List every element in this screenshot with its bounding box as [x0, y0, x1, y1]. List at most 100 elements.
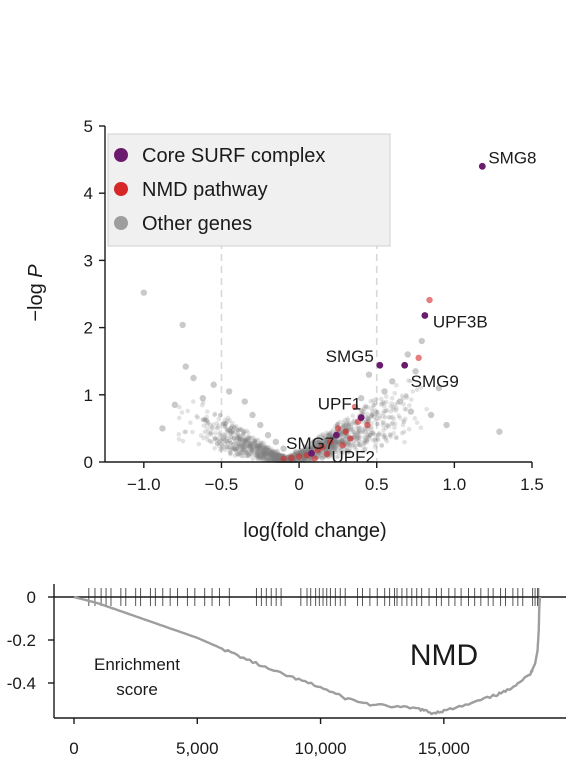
gene-point-background [264, 457, 270, 463]
gene-point-background [381, 414, 386, 419]
gene-point-background [261, 452, 266, 457]
y-axis-label: −log P [25, 264, 47, 322]
nmd-pathway-point [347, 435, 354, 442]
other-gene-point [407, 408, 415, 415]
gene-point-background [202, 417, 208, 422]
gene-point-background [231, 425, 237, 430]
gene-point-background [343, 448, 349, 454]
gene-label-upf2: UPF2 [332, 447, 375, 466]
gene-point-background [233, 425, 239, 431]
gene-point-background [322, 437, 328, 443]
gene-point-background [190, 399, 196, 404]
y-tick-label: 0 [84, 453, 93, 472]
gene-point-background [259, 440, 265, 445]
gene-point-background [248, 447, 254, 452]
gene-point-background [240, 432, 246, 437]
gene-point-background [250, 443, 255, 448]
gene-point-background [384, 422, 390, 428]
gene-point-background [272, 454, 278, 459]
gene-point-background [348, 427, 354, 433]
gene-point-background [360, 427, 366, 433]
gene-point-background [254, 443, 259, 448]
gene-point-background [369, 431, 374, 436]
gene-point-background [392, 390, 398, 396]
gene-point-background [330, 444, 336, 450]
gene-point-background [334, 446, 340, 452]
gene-point-background [328, 445, 334, 451]
gene-point-background [267, 455, 273, 461]
gene-point-background [263, 447, 269, 453]
gene-point-background [352, 432, 357, 437]
gene-point-background [366, 417, 371, 423]
gene-point-background [185, 408, 191, 414]
gene-point-background [332, 439, 338, 445]
gene-point-background [229, 423, 235, 429]
gene-point-background [382, 433, 388, 438]
gene-point-background [222, 447, 228, 453]
gene-point-background [256, 453, 262, 459]
gene-point-background [231, 441, 236, 447]
legend-box [107, 133, 391, 247]
other-gene-point [179, 321, 186, 329]
gene-point-background [304, 445, 310, 450]
gene-point-background [353, 432, 358, 438]
gene-point-background [269, 451, 274, 457]
gene-point-background [248, 444, 254, 450]
gene-point-background [322, 438, 328, 443]
gene-point-background [306, 442, 312, 448]
gene-point-background [326, 432, 332, 438]
gene-point-background [201, 423, 207, 428]
gene-point-background [391, 407, 396, 412]
gene-point-background [271, 455, 277, 460]
gene-point-background [303, 447, 308, 452]
gene-point-background [384, 439, 390, 444]
gene-point-background [357, 430, 363, 435]
gene-point-background [301, 448, 306, 454]
gene-point-background [243, 439, 249, 445]
gene-point-background [232, 453, 238, 458]
gene-point-background [369, 411, 374, 417]
gene-point-background [363, 446, 368, 452]
gene-point-background [255, 455, 261, 460]
gene-point-background [295, 449, 301, 455]
gene-point-background [245, 439, 250, 444]
gene-point-background [318, 452, 323, 458]
gene-point-background [313, 439, 318, 445]
gene-point-background [361, 429, 366, 435]
nmd-pathway-point [319, 444, 326, 451]
gene-point-background [258, 441, 264, 447]
gene-point-background [275, 455, 281, 460]
gene-point-background [320, 432, 325, 437]
gene-point-background [245, 453, 251, 459]
gene-point-background [401, 429, 407, 435]
gene-point-background [267, 448, 272, 453]
gene-point-background [269, 457, 275, 462]
gene-point-background [233, 447, 239, 453]
gene-point-background [264, 445, 270, 451]
gene-point-background [325, 432, 331, 437]
y-tick-label: 2 [84, 319, 93, 338]
gene-point-background [369, 406, 375, 411]
gene-point-background [268, 453, 274, 459]
gene-point-background [275, 455, 281, 461]
enrichment-annotation-line-2: score [116, 680, 158, 699]
gene-point-background [339, 449, 345, 455]
enrichment-x-tick-label: 0 [69, 739, 78, 758]
gene-point-background [310, 440, 315, 445]
gene-point-background [368, 426, 374, 432]
gene-point-background [265, 451, 271, 456]
gene-point-background [225, 444, 230, 450]
gene-point-background [312, 442, 318, 448]
gene-point-background [204, 421, 210, 426]
gene-point-background [325, 445, 331, 450]
gene-point-background [223, 434, 228, 439]
gene-point-background [339, 435, 344, 440]
legend-entry: NMD pathway [142, 179, 268, 201]
gene-point-background [229, 445, 235, 451]
gene-point-background [330, 444, 336, 449]
gene-point-background [266, 448, 272, 454]
gene-point-background [378, 396, 384, 402]
gene-point-background [386, 424, 392, 429]
gene-point-background [240, 444, 245, 449]
